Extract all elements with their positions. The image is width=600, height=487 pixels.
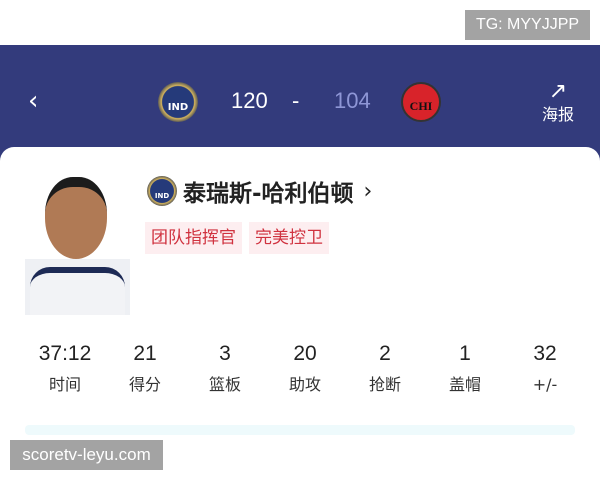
watermark-top: TG: MYYJJPP <box>465 10 590 40</box>
stat-label: 得分 <box>128 375 161 394</box>
player-tags: 团队指挥官 完美控卫 <box>145 222 329 254</box>
stat-blocks: 1 盖帽 <box>425 340 505 398</box>
player-name: 泰瑞斯-哈利伯顿 <box>183 181 354 207</box>
poster-share-button[interactable]: ↗ 海报 <box>538 80 578 126</box>
stat-value: 20 <box>293 342 317 365</box>
player-team-logo: IND <box>147 176 177 206</box>
chi-team-logo[interactable]: CHI <box>401 82 441 122</box>
stat-value: 37:12 <box>38 342 92 365</box>
stat-points: 21 得分 <box>105 340 185 398</box>
poster-label: 海报 <box>541 105 574 124</box>
stat-label: 抢断 <box>368 375 401 394</box>
ind-team-logo[interactable]: IND <box>158 82 198 122</box>
stat-label: +/- <box>532 375 558 394</box>
player-photo <box>25 175 130 315</box>
watermark-bottom: scoretv-leyu.com <box>10 440 163 470</box>
stat-value: 1 <box>459 342 471 365</box>
stats-row: 37:12 时间 21 得分 3 篮板 20 助攻 2 抢断 1 盖帽 32 +/- <box>25 340 585 398</box>
stat-assists: 20 助攻 <box>265 340 345 398</box>
away-score: 104 <box>334 88 371 113</box>
stat-steals: 2 抢断 <box>345 340 425 398</box>
player-tag: 完美控卫 <box>249 222 329 254</box>
score-separator: - <box>292 88 300 113</box>
stat-label: 时间 <box>48 375 81 394</box>
next-section-strip <box>25 425 575 435</box>
player-jersey <box>30 267 125 315</box>
player-face <box>45 177 107 259</box>
back-chevron-left-icon[interactable]: ‹ <box>28 86 39 116</box>
stat-label: 篮板 <box>208 375 241 394</box>
stat-value: 21 <box>133 342 157 365</box>
stat-plus-minus: 32 +/- <box>505 340 585 398</box>
home-score: 120 <box>231 88 268 113</box>
player-name-link[interactable]: IND 泰瑞斯-哈利伯顿 › <box>147 174 372 208</box>
player-tag: 团队指挥官 <box>145 222 242 254</box>
stat-minutes: 37:12 时间 <box>25 340 105 398</box>
stat-value: 3 <box>219 342 231 365</box>
share-external-icon: ↗ <box>548 79 568 104</box>
stat-value: 32 <box>533 342 557 365</box>
stat-rebounds: 3 篮板 <box>185 340 265 398</box>
chevron-right-icon: › <box>363 178 373 204</box>
stat-value: 2 <box>379 342 391 365</box>
stat-label: 盖帽 <box>448 375 481 394</box>
stat-label: 助攻 <box>288 375 321 394</box>
